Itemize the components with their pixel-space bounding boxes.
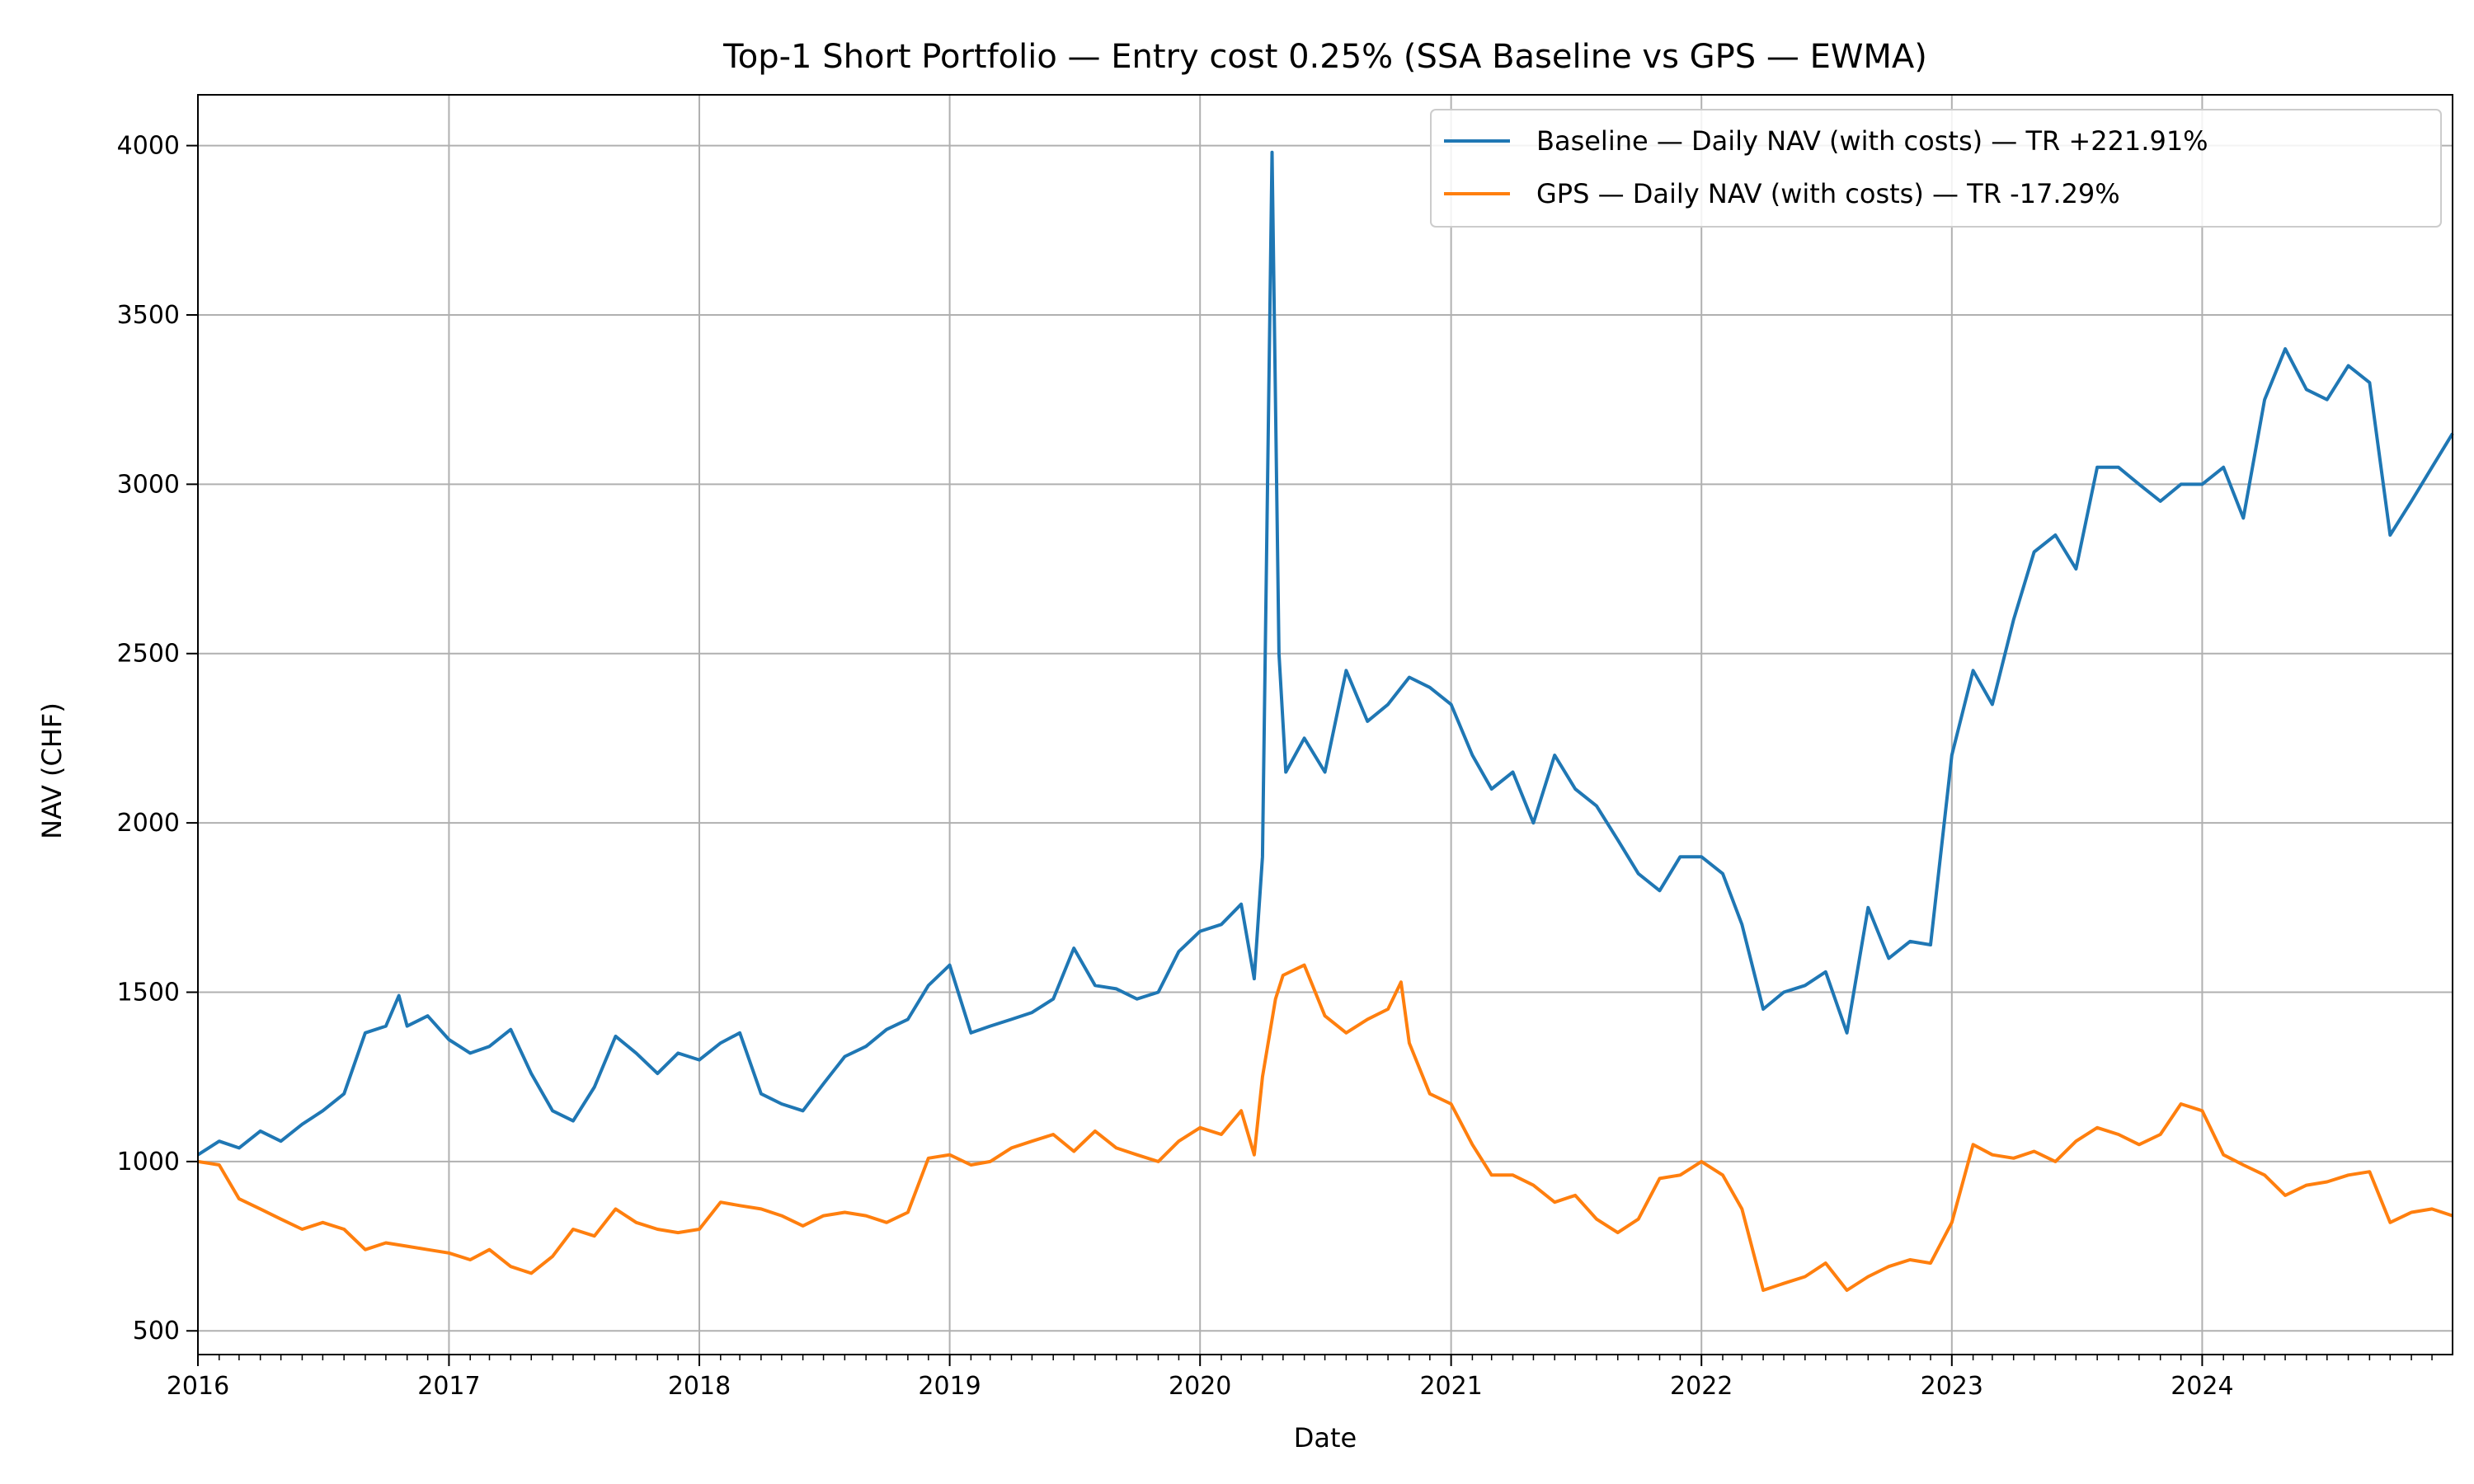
series-line-gps	[197, 963, 2453, 1292]
x-tick-label: 2016	[167, 1372, 229, 1401]
grid	[198, 95, 2453, 1355]
x-tick-label: 2018	[668, 1372, 731, 1401]
y-axis: 500 1000 1500 2000 2500 3000 3500 4000	[117, 132, 198, 1345]
x-tick-label: 2017	[417, 1372, 480, 1401]
y-axis-label: NAV (CHF)	[36, 702, 68, 839]
y-tick-label: 3500	[117, 301, 180, 330]
x-tick-label: 2022	[1670, 1372, 1733, 1401]
y-tick-label: 1000	[117, 1148, 180, 1176]
series-line-baseline	[196, 150, 2454, 1157]
legend-box	[1430, 109, 2442, 228]
x-axis: 2016 2017 2018 2019 2020 2021 2022 2023 2024	[167, 1355, 2433, 1401]
y-tick-label: 2000	[117, 809, 180, 838]
x-tick-label: 2023	[1921, 1372, 1983, 1401]
legend: Baseline — Daily NAV (with costs) — TR +…	[1430, 109, 2442, 228]
y-tick-label: 3000	[117, 470, 180, 499]
y-tick-label: 1500	[117, 978, 180, 1007]
chart-title: Top-1 Short Portfolio — Entry cost 0.25%…	[722, 38, 1927, 76]
x-axis-label: Date	[1294, 1422, 1357, 1453]
x-tick-label: 2019	[918, 1372, 981, 1401]
legend-entry-label: GPS — Daily NAV (with costs) — TR -17.29…	[1536, 178, 2120, 209]
y-tick-label: 500	[133, 1317, 180, 1345]
legend-entry-label: Baseline — Daily NAV (with costs) — TR +…	[1536, 125, 2208, 157]
x-tick-label: 2024	[2171, 1372, 2233, 1401]
x-tick-label: 2021	[1419, 1372, 1482, 1401]
series-lines	[196, 150, 2454, 1292]
x-tick-label: 2020	[1169, 1372, 1231, 1401]
y-tick-label: 2500	[117, 640, 180, 669]
y-tick-label: 4000	[117, 132, 180, 161]
